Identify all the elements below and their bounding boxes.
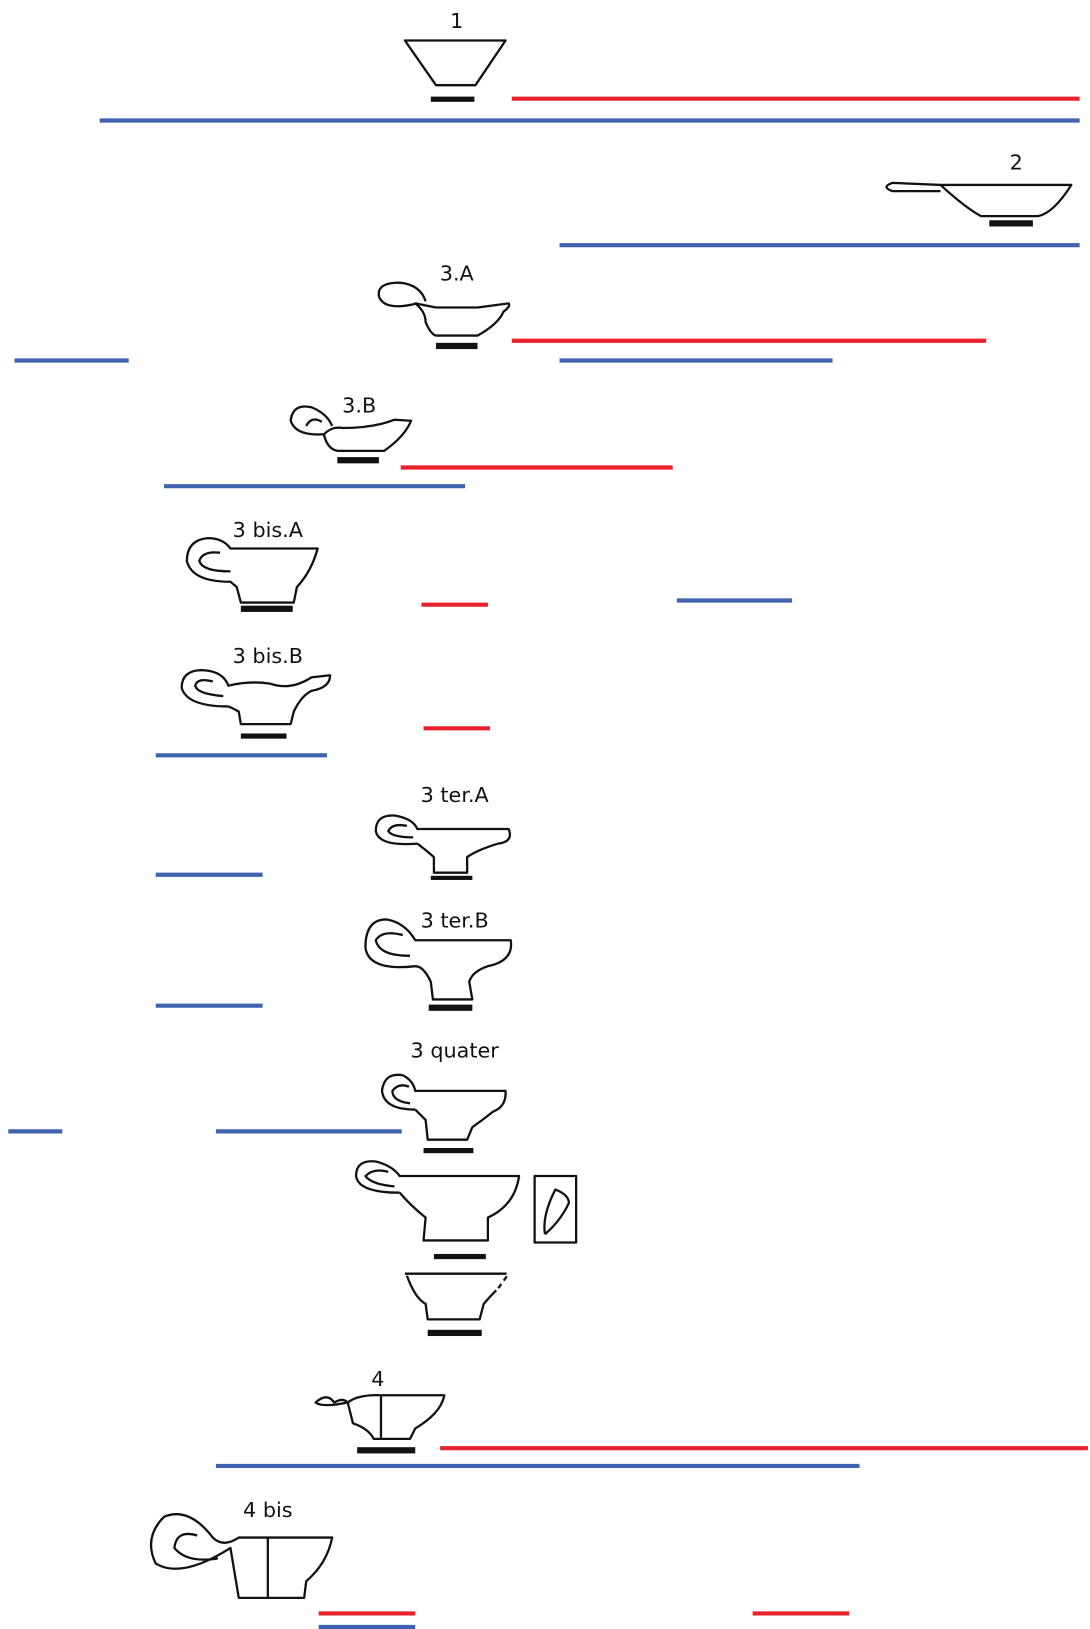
scale-bars — [240, 96, 1033, 1454]
type-label: 1 — [450, 9, 463, 33]
type-label: 3.A — [440, 261, 475, 285]
type-label: 3 quater — [411, 1039, 500, 1063]
type-label: 3.B — [342, 393, 376, 417]
chronology-bars — [8, 96, 1088, 1629]
type-label: 3 bis.A — [233, 518, 304, 542]
type-label: 4 bis — [243, 1498, 293, 1522]
type-label: 3 bis.B — [233, 644, 303, 668]
vessel-drawings — [149, 39, 1073, 1599]
type-label: 4 — [371, 1367, 384, 1391]
type-label: 3 ter.B — [421, 909, 489, 933]
type-label: 3 ter.A — [421, 783, 490, 807]
type-label: 2 — [1010, 150, 1023, 174]
